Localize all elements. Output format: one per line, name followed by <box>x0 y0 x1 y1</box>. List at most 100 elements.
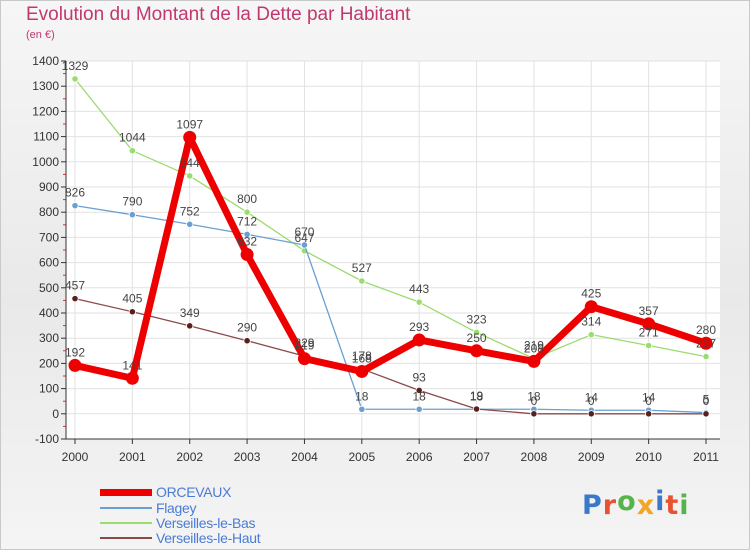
data-label-verseilles-le-bas: 271 <box>639 326 659 340</box>
y-tick-label: 900 <box>39 180 59 194</box>
data-point-verseilles-le-haut <box>530 410 538 418</box>
data-label-flagey: 18 <box>355 389 369 403</box>
data-label-orcevaux: 632 <box>237 235 257 249</box>
data-point-orcevaux <box>125 371 139 385</box>
legend-swatch-flagey <box>100 507 152 509</box>
data-point-verseilles-le-bas <box>472 328 481 337</box>
data-point-flagey <box>243 230 251 238</box>
data-point-verseilles-le-haut <box>186 322 194 330</box>
legend-label-verseilles-le-bas: Verseilles-le-Bas <box>156 515 256 531</box>
x-tick-label: 2001 <box>119 450 146 464</box>
x-tick-label: 2008 <box>521 450 548 464</box>
data-point-orcevaux <box>642 317 656 331</box>
data-label-flagey: 5 <box>703 393 710 407</box>
data-label-verseilles-le-haut: 457 <box>65 279 85 293</box>
legend-swatch-orcevaux <box>100 488 152 496</box>
data-label-orcevaux: 1097 <box>176 117 203 131</box>
logo-letter: i <box>679 490 690 521</box>
data-label-orcevaux: 168 <box>352 351 372 365</box>
data-point-verseilles-le-bas <box>243 208 251 216</box>
data-label-flagey: 18 <box>413 389 427 403</box>
x-tick-label: 2002 <box>176 450 203 464</box>
data-label-verseilles-le-bas: 227 <box>696 337 716 351</box>
chart-title: Evolution du Montant de la Dette par Hab… <box>26 4 411 25</box>
y-tick-label: 400 <box>39 306 59 320</box>
y-tick-label: 0 <box>52 407 59 421</box>
data-label-flagey: 18 <box>527 389 541 403</box>
logo-letter: r <box>602 490 618 521</box>
data-label-orcevaux: 219 <box>294 339 314 353</box>
data-label-flagey: 670 <box>294 225 314 239</box>
y-tick-label: 1400 <box>32 54 59 68</box>
data-point-orcevaux <box>470 344 484 358</box>
data-point-orcevaux <box>240 248 254 262</box>
data-point-verseilles-le-bas <box>645 341 653 350</box>
data-label-orcevaux: 250 <box>467 331 487 345</box>
data-point-verseilles-le-haut <box>702 410 710 418</box>
legend-item-flagey: Flagey <box>100 500 197 516</box>
data-point-verseilles-le-haut <box>415 386 423 394</box>
data-point-verseilles-le-bas <box>415 298 423 306</box>
legend-item-orcevaux: ORCEVAUX <box>100 484 231 500</box>
data-label-orcevaux: 293 <box>409 320 429 334</box>
data-label-verseilles-le-haut: 0 <box>703 394 710 408</box>
logo-letter: P <box>582 490 603 521</box>
legend-label-flagey: Flagey <box>156 500 197 516</box>
legend-item-verseilles-le-bas: Verseilles-le-Bas <box>100 515 255 531</box>
data-label-verseilles-le-bas: 443 <box>409 282 429 296</box>
data-label-verseilles-le-bas: 800 <box>237 192 257 206</box>
data-label-orcevaux: 192 <box>65 345 85 359</box>
data-point-orcevaux <box>297 352 311 366</box>
y-tick-label: -100 <box>35 432 59 446</box>
data-point-orcevaux <box>412 333 426 347</box>
data-label-verseilles-le-bas: 314 <box>581 315 601 329</box>
data-point-verseilles-le-haut <box>128 308 136 316</box>
data-point-verseilles-le-bas <box>358 277 366 285</box>
x-tick-label: 2003 <box>234 450 261 464</box>
data-point-orcevaux <box>527 354 541 368</box>
logo-letter: t <box>665 490 680 521</box>
data-label-verseilles-le-haut: 0 <box>645 394 652 408</box>
data-label-verseilles-le-haut: 0 <box>588 394 595 408</box>
data-label-verseilles-le-bas: 1044 <box>119 131 146 145</box>
data-point-verseilles-le-haut <box>71 295 79 303</box>
x-tick-label: 2006 <box>406 450 433 464</box>
data-point-flagey <box>415 405 423 413</box>
y-tick-label: 300 <box>39 331 59 345</box>
data-label-verseilles-le-bas: 647 <box>294 231 314 245</box>
data-point-verseilles-le-haut <box>645 410 653 418</box>
data-label-orcevaux: 357 <box>639 304 659 318</box>
series-line-flagey <box>74 204 707 414</box>
y-tick-label: 500 <box>39 281 59 295</box>
data-label-flagey: 712 <box>237 214 257 228</box>
data-label-flagey: 826 <box>65 186 85 200</box>
data-point-flagey <box>300 241 309 249</box>
plot-area <box>66 61 720 439</box>
data-point-verseilles-le-bas <box>186 172 194 180</box>
data-label-orcevaux: 208 <box>524 341 544 355</box>
y-tick-label: 1200 <box>32 104 59 118</box>
data-label-flagey: 790 <box>122 195 142 209</box>
data-point-verseilles-le-haut <box>472 405 481 413</box>
data-label-flagey: 18 <box>470 389 484 403</box>
y-tick-label: 600 <box>39 256 59 270</box>
proxiti-logo: Proxiti <box>582 486 690 521</box>
data-point-verseilles-le-haut <box>587 410 595 418</box>
legend-item-verseilles-le-haut: Verseilles-le-Haut <box>100 530 261 546</box>
y-tick-label: 1300 <box>32 79 59 93</box>
data-label-verseilles-le-bas: 219 <box>524 339 544 353</box>
data-point-orcevaux <box>183 130 197 144</box>
data-label-orcevaux: 425 <box>581 287 601 301</box>
data-label-orcevaux: 141 <box>122 358 142 372</box>
y-tick-label: 700 <box>39 230 59 244</box>
legend-label-orcevaux: ORCEVAUX <box>156 484 232 500</box>
data-label-verseilles-le-haut: 349 <box>180 306 200 320</box>
data-label-verseilles-le-haut: 0 <box>531 394 538 408</box>
data-point-verseilles-le-haut <box>243 337 251 345</box>
data-point-orcevaux <box>699 336 713 350</box>
x-tick-label: 2004 <box>291 450 318 464</box>
data-point-orcevaux <box>584 300 598 314</box>
data-label-verseilles-le-bas: 323 <box>467 312 487 326</box>
data-label-flagey: 14 <box>585 390 599 404</box>
x-tick-label: 2005 <box>348 450 375 464</box>
